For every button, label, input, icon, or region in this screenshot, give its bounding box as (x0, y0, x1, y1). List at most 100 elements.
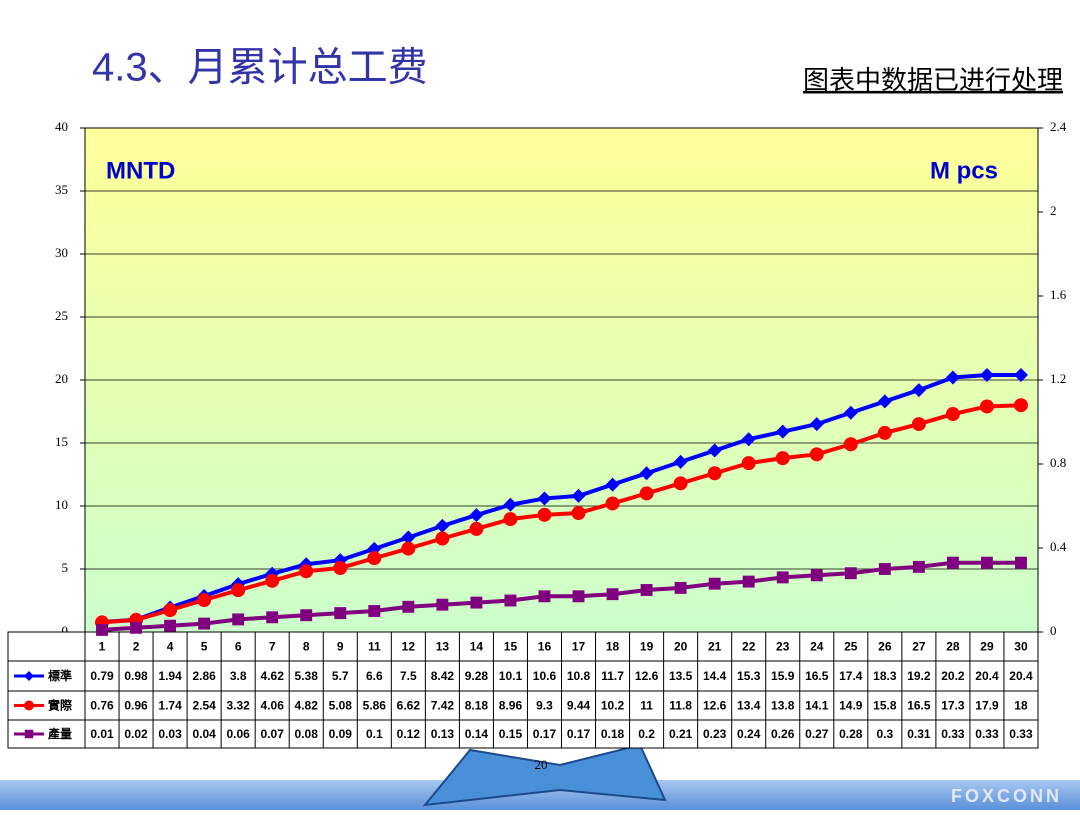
table-value: 10.6 (533, 669, 557, 683)
data-point (639, 466, 654, 481)
data-point (979, 367, 994, 382)
data-point (266, 611, 279, 624)
table-value: 18 (1014, 699, 1028, 713)
data-point (606, 588, 619, 601)
table-value: 18.3 (873, 669, 897, 683)
data-point (945, 407, 960, 422)
data-point (571, 506, 586, 521)
x-tick-label: 17 (572, 640, 586, 654)
data-point (572, 590, 585, 603)
table-value: 0.31 (907, 727, 931, 741)
table-value: 4.62 (261, 669, 285, 683)
table-value: 13.4 (737, 699, 761, 713)
x-tick-label: 4 (167, 640, 174, 654)
table-value: 0.12 (397, 727, 421, 741)
table-value: 0.07 (261, 727, 285, 741)
data-point (809, 417, 824, 432)
data-point (911, 417, 926, 432)
x-tick-label: 2 (133, 640, 140, 654)
y-tick-label: 35 (55, 182, 68, 197)
y2-tick-label: 1.2 (1050, 371, 1066, 386)
data-point (775, 451, 790, 466)
table-value: 0.01 (90, 727, 114, 741)
x-tick-label: 18 (606, 640, 620, 654)
data-point (265, 573, 280, 588)
data-point (844, 567, 857, 580)
table-value: 0.17 (533, 727, 557, 741)
data-point (130, 621, 143, 634)
data-point (96, 623, 108, 636)
x-tick-label: 16 (538, 640, 552, 654)
data-point (741, 432, 756, 447)
table-value: 15.9 (771, 669, 795, 683)
title: 4.3、月累计总工费 (92, 46, 428, 90)
data-point (503, 512, 518, 527)
table-value: 0.79 (90, 669, 114, 683)
table-value: 8.18 (465, 699, 489, 713)
table-value: 15.3 (737, 669, 761, 683)
table-value: 10.8 (567, 669, 591, 683)
series-line (101, 560, 1021, 632)
data-point (775, 424, 790, 439)
x-tick-label: 28 (946, 640, 960, 654)
data-point (435, 518, 450, 533)
data-point (368, 605, 381, 617)
table-value: 0.06 (226, 727, 250, 741)
x-tick-label: 22 (742, 640, 756, 654)
table-value: 0.02 (124, 727, 148, 741)
data-point (1013, 367, 1028, 382)
table-value: 5.86 (363, 699, 387, 713)
x-tick-label: 11 (368, 640, 381, 654)
data-point (878, 563, 891, 575)
data-point (503, 497, 518, 512)
table-value: 0.33 (941, 727, 965, 741)
y2-axis-label: M pcs (930, 157, 998, 184)
data-point (809, 447, 824, 462)
table-value: 0.98 (124, 669, 148, 683)
x-tick-label: 25 (844, 640, 858, 654)
x-tick-label: 21 (708, 640, 722, 654)
data-point (708, 577, 721, 590)
x-tick-label: 7 (269, 640, 276, 654)
series-line (101, 403, 1022, 625)
data-point (537, 491, 552, 506)
table-value: 4.06 (261, 699, 285, 713)
table-value: 0.96 (124, 699, 148, 713)
table-value: 0.33 (1009, 727, 1033, 741)
data-point (334, 607, 347, 620)
y-tick-label: 40 (55, 119, 68, 134)
table-value: 19.2 (907, 669, 931, 683)
data-point (877, 394, 892, 409)
y2-tick-label: 2.4 (1050, 119, 1067, 134)
table-value: 0.18 (601, 727, 625, 741)
data-point (673, 454, 688, 469)
data-point (810, 569, 823, 582)
table-value: 8.42 (431, 669, 455, 683)
table-value: 11.8 (669, 699, 692, 713)
x-tick-label: 29 (980, 640, 994, 654)
data-point (231, 583, 246, 598)
data-point (639, 486, 654, 501)
data-point (537, 507, 552, 522)
y-axis-label: MNTD (106, 157, 175, 184)
table-value: 5.08 (329, 699, 353, 713)
page-number: 20 (535, 757, 548, 772)
y2-tick-label: 0.8 (1050, 455, 1066, 470)
table-value: 11 (640, 699, 653, 713)
legend-marker (24, 700, 34, 711)
y-tick-label: 20 (55, 371, 68, 386)
table-value: 0.04 (192, 727, 216, 741)
table-value: 0.03 (158, 727, 182, 741)
data-point (877, 425, 892, 440)
data-point (640, 584, 653, 596)
data-point (197, 592, 212, 607)
data-point (470, 596, 483, 609)
y2-tick-label: 0 (1050, 623, 1057, 638)
table-value: 0.09 (329, 727, 353, 741)
table-value: 14.9 (839, 699, 863, 713)
logo-text: FOXCONN (951, 786, 1062, 806)
data-point (333, 560, 348, 575)
